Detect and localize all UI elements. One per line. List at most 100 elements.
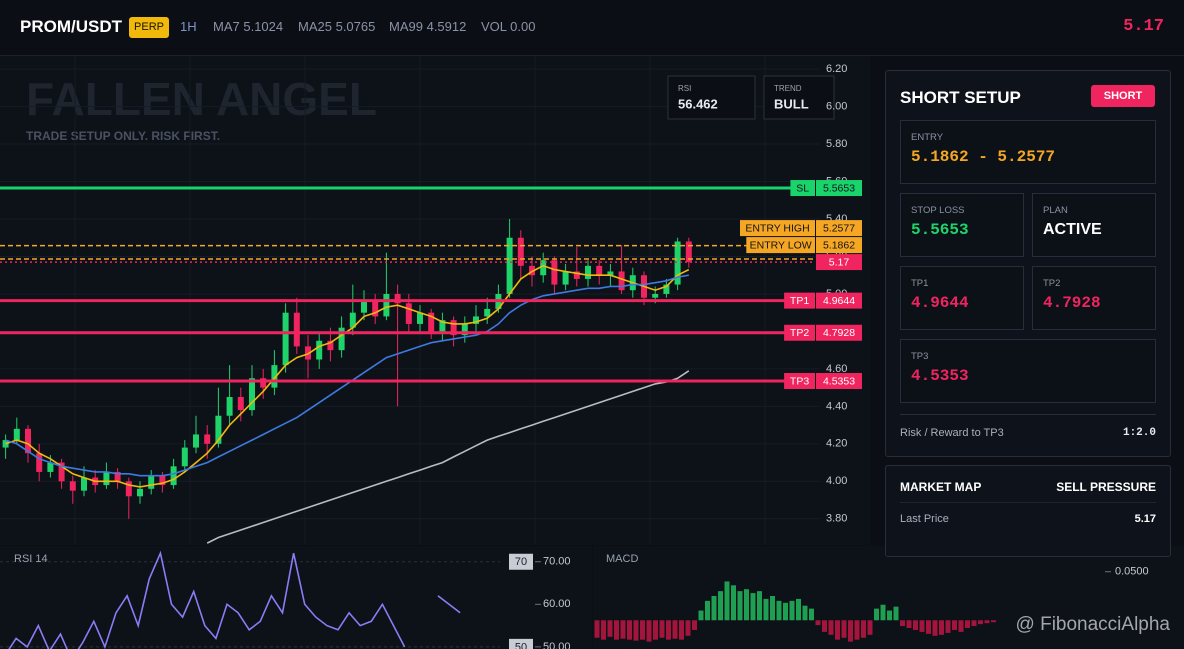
macd-bar (620, 620, 626, 639)
market-card: MARKET MAP SELL PRESSURE Last Price 5.17 (885, 465, 1171, 557)
level-value: 5.5653 (823, 182, 855, 194)
candle-body (674, 241, 681, 285)
last-price-label: Last Price (900, 513, 949, 525)
candle-body (573, 271, 580, 279)
stop-loss-box: STOP LOSS 5.5653 (900, 193, 1024, 257)
level-tag (816, 324, 862, 341)
level-name: TP2 (790, 327, 809, 339)
candle-body (473, 316, 479, 324)
macd-bar (627, 620, 632, 640)
macd-bar (867, 620, 873, 635)
y-tick-label: 50.00 (543, 641, 571, 649)
level-tag (746, 237, 815, 254)
level-tag (816, 292, 862, 309)
candle-body (81, 477, 87, 491)
candle-body (338, 327, 345, 351)
macd-plot (594, 581, 996, 642)
candle-body (327, 340, 334, 351)
ma-name: MA99 (389, 19, 423, 34)
macd-bar (594, 620, 600, 638)
macd-bar (906, 620, 912, 629)
rsi-level-label: 50 (515, 641, 527, 649)
tp2-value: 4.7928 (1043, 294, 1101, 312)
tp1-box: TP1 4.9644 (900, 266, 1024, 330)
tp3-label: TP3 (911, 351, 929, 362)
level-tag (740, 220, 815, 237)
symbol: PROM/USDT (20, 17, 122, 36)
macd-bar (971, 620, 977, 627)
ma-line (206, 370, 690, 544)
last-price: 5.17 (1123, 17, 1164, 36)
macd-bar (607, 620, 613, 637)
macd-bar (731, 585, 736, 621)
candle-body (618, 271, 625, 291)
level-tag (816, 237, 862, 254)
candle-body (260, 378, 267, 388)
candle-body (69, 481, 76, 491)
macd-bar (978, 620, 983, 625)
candle-body (349, 312, 356, 328)
macd-bar (965, 620, 970, 629)
y-tick-label: 4.60 (826, 363, 847, 375)
candle-body (25, 428, 31, 454)
risk-reward-value: 1:2.0 (1122, 427, 1156, 439)
macd-bar (633, 620, 639, 641)
candle-body (685, 241, 692, 263)
candle-body (13, 428, 20, 441)
macd-bar (601, 620, 606, 640)
tp1-value: 4.9644 (911, 294, 969, 312)
candle-body (181, 447, 188, 467)
candle-body (405, 303, 412, 324)
level-tag (816, 220, 862, 237)
rsi-title: RSI 14 (14, 553, 48, 565)
macd-bar (705, 600, 710, 621)
macd-bar (653, 620, 658, 640)
macd-bar (952, 620, 957, 630)
ma-value: 5.0765 (335, 19, 376, 34)
macd-bar (822, 620, 827, 632)
candle-body (450, 320, 457, 336)
candle-body (271, 365, 278, 388)
macd-bar (854, 620, 860, 640)
plan-value: ACTIVE (1043, 221, 1102, 238)
entry-label: ENTRY (911, 132, 944, 143)
macd-bar (835, 620, 840, 640)
plan-box: PLAN ACTIVE (1032, 193, 1156, 257)
ma-name: MA7 (213, 19, 240, 34)
candle-body (193, 434, 199, 448)
macd-bar (672, 620, 678, 639)
candle-body (540, 260, 547, 276)
macd-bar (802, 605, 808, 621)
macd-bar (796, 598, 801, 621)
macd-bar (724, 581, 730, 621)
candle-body (137, 488, 143, 497)
stop-loss-label: STOP LOSS (911, 205, 965, 216)
y-tick-label: 6.20 (826, 63, 847, 75)
level-name: ENTRY LOW (750, 239, 812, 251)
rsi-plot (0, 550, 500, 649)
candle-body (361, 301, 367, 313)
macd-bar (926, 620, 931, 634)
candle-body (2, 440, 9, 448)
macd-bar (900, 620, 905, 627)
macd-bar (763, 598, 769, 621)
rsi-level-tag (509, 553, 533, 570)
candle-body (293, 312, 300, 347)
macd-bar (685, 620, 691, 636)
candle-body (226, 396, 233, 416)
direction-badge[interactable]: SHORT (1091, 85, 1155, 107)
macd-panel (593, 546, 1184, 649)
candle-body (249, 378, 255, 411)
info-value: 56.462 (678, 96, 718, 111)
y-tick-label: 6.00 (826, 100, 847, 112)
candle-body (47, 462, 54, 472)
macd-bar (711, 595, 717, 621)
macd-bar (789, 600, 795, 621)
candle-body (237, 396, 244, 411)
info-label: RSI (678, 84, 691, 93)
candle-body (417, 312, 423, 324)
divider (900, 502, 1156, 503)
macd-bar (783, 602, 788, 621)
candle-body (596, 265, 603, 276)
